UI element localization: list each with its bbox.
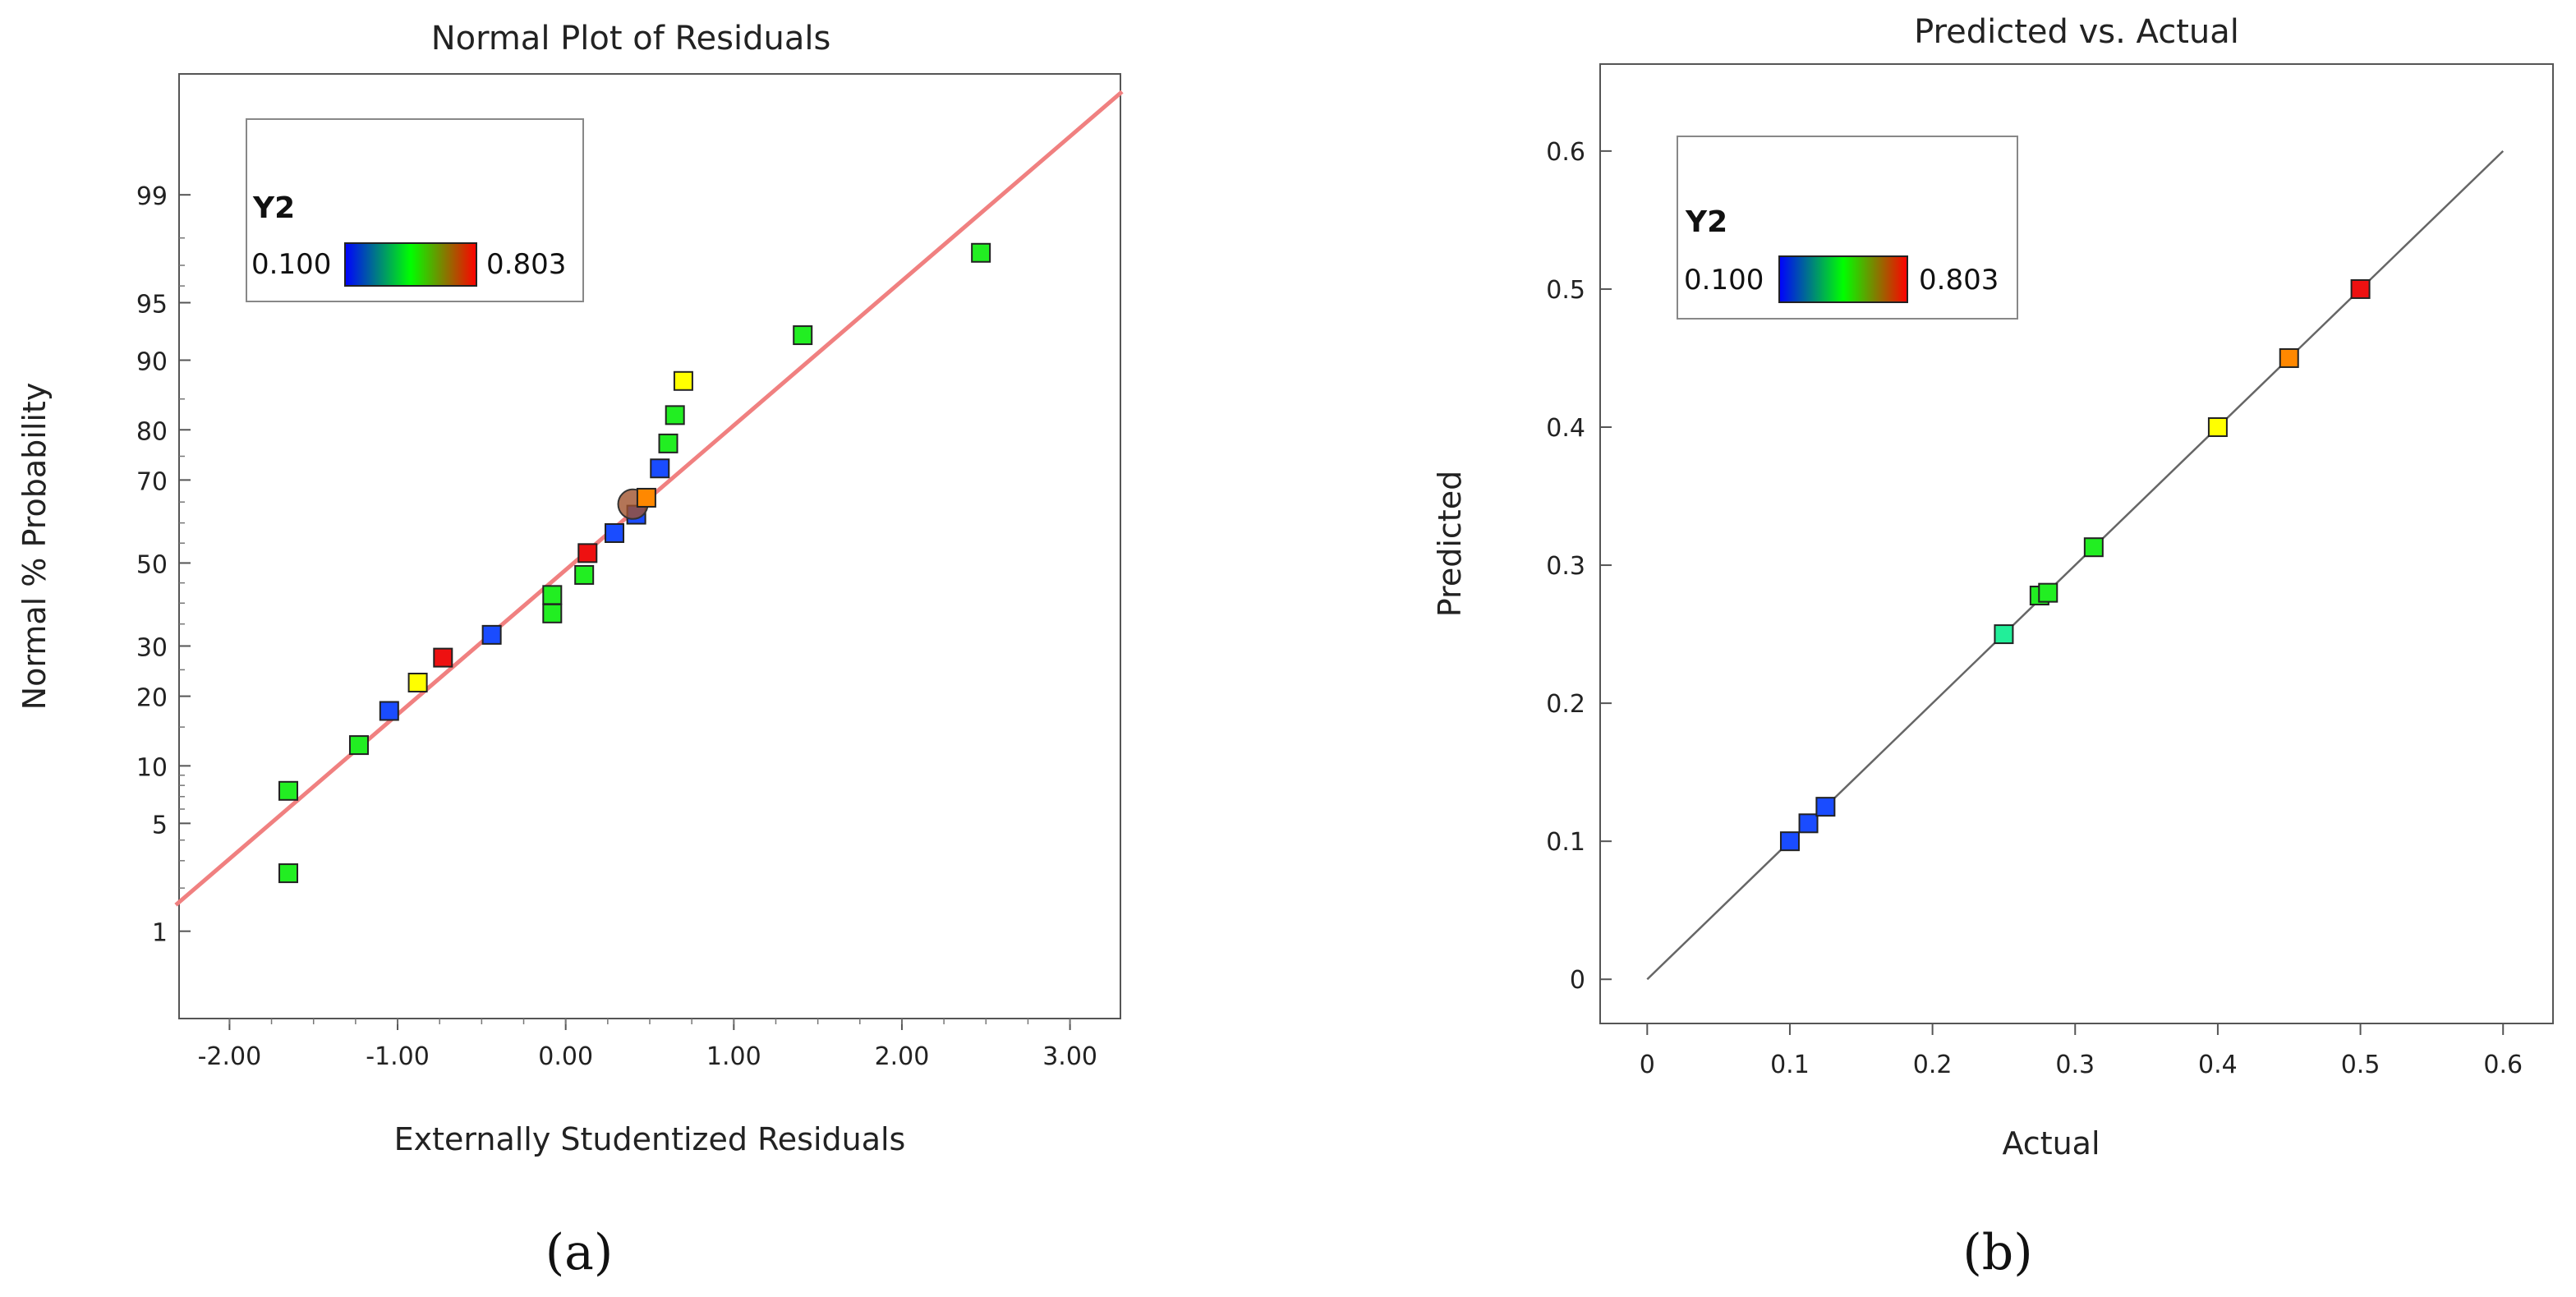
panel-label-a: (a) <box>545 1224 614 1281</box>
y-tick-label: 10 <box>136 753 168 782</box>
legend-min-label: 0.100 <box>251 248 331 281</box>
data-point <box>2038 582 2058 603</box>
x-tick-label: 0 <box>1640 1051 1655 1079</box>
x-tick-label: 0.1 <box>1770 1051 1810 1079</box>
legend-max-label: 0.803 <box>486 248 566 281</box>
y-tick-label: 50 <box>136 550 168 579</box>
colorbar <box>1778 255 1908 303</box>
x-tick-label: 1.00 <box>706 1042 761 1071</box>
legend-min-label: 0.100 <box>1684 264 1764 297</box>
legend-box: Y2 0.100 0.803 <box>246 118 584 302</box>
data-point <box>665 405 685 425</box>
data-point <box>481 624 502 645</box>
data-point <box>658 433 678 453</box>
data-point <box>673 370 693 391</box>
data-point <box>650 458 670 479</box>
y-tick-label: 70 <box>136 467 168 496</box>
data-point <box>1798 813 1819 834</box>
y-tick-label: 0.1 <box>1546 828 1585 857</box>
data-point <box>2083 537 2104 558</box>
data-point <box>2207 416 2228 437</box>
y-tick-label: 99 <box>136 182 168 211</box>
chart-title: Normal Plot of Residuals <box>431 20 831 57</box>
y-tick-label: 0.5 <box>1546 276 1585 305</box>
data-point <box>379 701 399 721</box>
y-tick-label: 95 <box>136 290 168 319</box>
x-tick-label: -2.00 <box>198 1042 262 1071</box>
x-tick-label: 0.4 <box>2198 1051 2238 1079</box>
legend-title: Y2 <box>252 191 295 225</box>
x-tick-label: 0.3 <box>2055 1051 2095 1079</box>
data-point <box>1994 624 2014 645</box>
data-point <box>278 780 299 801</box>
data-point <box>278 863 299 884</box>
data-point <box>1779 831 1800 852</box>
x-tick-label: 0.6 <box>2483 1051 2523 1079</box>
legend-box: Y2 0.100 0.803 <box>1677 136 2018 320</box>
y-tick-label: 20 <box>136 684 168 713</box>
y-tick-label: 30 <box>136 633 168 662</box>
data-point <box>407 672 428 692</box>
data-point <box>348 735 369 756</box>
x-tick-label: 0.2 <box>1913 1051 1953 1079</box>
data-point <box>2279 347 2299 368</box>
legend-title: Y2 <box>1685 205 1727 239</box>
x-tick-label: 2.00 <box>875 1042 930 1071</box>
data-point <box>2350 278 2371 299</box>
x-tick-label: 3.00 <box>1042 1042 1097 1071</box>
data-point <box>542 585 563 605</box>
y-axis-label: Predicted <box>1432 471 1468 617</box>
x-tick-label: 0.00 <box>538 1042 593 1071</box>
data-point <box>636 487 656 508</box>
data-point <box>574 564 595 585</box>
data-point <box>433 647 453 668</box>
data-point <box>971 242 991 263</box>
legend-max-label: 0.803 <box>1919 264 1999 297</box>
x-axis-label: Externally Studentized Residuals <box>394 1121 906 1157</box>
x-axis-label: Actual <box>2002 1125 2100 1161</box>
y-tick-label: 0.3 <box>1546 552 1585 581</box>
x-tick-label: 0.5 <box>2341 1051 2380 1079</box>
y-tick-label: 90 <box>136 347 168 376</box>
y-axis-label: Normal % Probability <box>16 383 53 711</box>
x-tick-label: -1.00 <box>366 1042 430 1071</box>
panel-label-b: (b) <box>1962 1224 2032 1281</box>
y-tick-label: 0 <box>1570 966 1585 995</box>
y-tick-label: 0.4 <box>1546 414 1585 443</box>
data-point <box>577 543 598 563</box>
y-tick-label: 0.6 <box>1546 138 1585 167</box>
data-point <box>793 325 813 346</box>
data-point <box>1815 797 1836 817</box>
y-tick-label: 0.2 <box>1546 690 1585 719</box>
y-tick-label: 80 <box>136 417 168 446</box>
y-tick-label: 1 <box>152 919 168 948</box>
chart-title: Predicted vs. Actual <box>1914 13 2239 51</box>
y-tick-label: 5 <box>152 811 168 839</box>
data-point <box>542 603 563 623</box>
data-point <box>605 522 625 543</box>
panel-b-predicted-vs-actual: Predicted vs. Actual 0 0.1 0.2 0.3 0.4 0.5 0.6… <box>1432 13 2554 1281</box>
panel-a-normal-plot: Normal Plot of Residuals 1 5 10 20 30 50 70 80 9… <box>16 20 1124 1281</box>
colorbar <box>344 242 477 287</box>
